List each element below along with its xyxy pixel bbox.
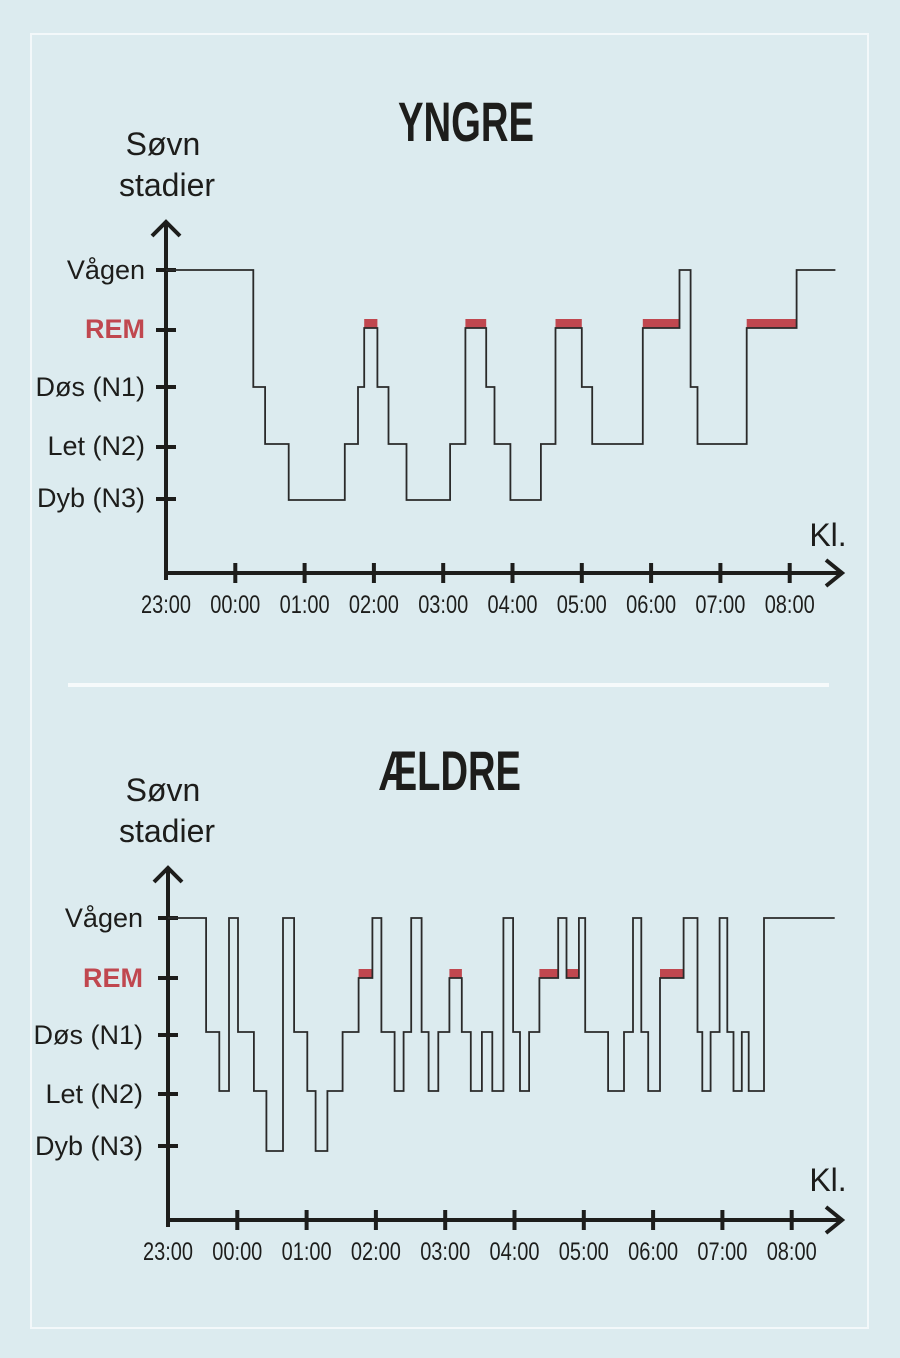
stage-label-n3: Dyb (N3) xyxy=(37,483,145,513)
x-tick-label: 08:00 xyxy=(765,591,815,619)
x-tick-label: 23:00 xyxy=(141,591,191,619)
stage-label-rem: REM xyxy=(83,963,143,993)
stage-label-wake: Vågen xyxy=(65,903,143,933)
x-tick-label: 04:00 xyxy=(488,591,538,619)
x-tick-labels: 23:00 00:00 01:00 02:00 03:00 04:00 05:00 06:00… xyxy=(141,591,815,619)
y-axis-arrow-icon xyxy=(152,865,184,884)
x-tick-label: 01:00 xyxy=(280,591,330,619)
y-axis-arrow-icon xyxy=(150,219,182,238)
chart-title: ÆLDRE xyxy=(379,739,521,802)
axes xyxy=(150,219,846,588)
x-axis-arrow-icon xyxy=(824,558,846,588)
chart-yngre: YNGRE Søvn stadier Kl. Vågen REM Døs (N1… xyxy=(36,90,847,619)
x-axis-label: Kl. xyxy=(809,517,846,553)
rem-bars xyxy=(364,319,797,328)
y-axis-labels: Vågen REM Døs (N1) Let (N2) Dyb (N3) xyxy=(34,903,144,1161)
axes xyxy=(152,865,846,1235)
y-axis-labels: Vågen REM Døs (N1) Let (N2) Dyb (N3) xyxy=(36,255,146,513)
x-tick-label: 03:00 xyxy=(418,591,468,619)
x-tick-label: 04:00 xyxy=(490,1238,540,1266)
x-ticks xyxy=(235,1210,794,1230)
chart-title: YNGRE xyxy=(398,90,534,153)
y-axis-title-line1: Søvn xyxy=(126,126,201,162)
x-tick-label: 00:00 xyxy=(210,591,260,619)
stage-label-n3: Dyb (N3) xyxy=(35,1131,143,1161)
hypnogram-line xyxy=(166,269,836,501)
x-tick-label: 07:00 xyxy=(697,1238,747,1266)
y-axis-title-line1: Søvn xyxy=(126,772,201,808)
x-tick-label: 08:00 xyxy=(767,1238,817,1266)
x-tick-labels: 23:00 00:00 01:00 02:00 03:00 04:00 05:00 06:00… xyxy=(143,1238,817,1266)
rem-bar xyxy=(566,969,579,978)
y-axis-title-line2: stadier xyxy=(119,813,215,849)
x-tick-label: 05:00 xyxy=(557,591,607,619)
hypnogram-line xyxy=(168,917,835,1152)
rem-bar xyxy=(746,319,797,328)
x-axis-arrow-icon xyxy=(824,1205,846,1235)
stage-label-n1: Døs (N1) xyxy=(34,1020,144,1050)
rem-bar xyxy=(364,319,378,328)
x-ticks xyxy=(233,563,792,583)
stage-label-n2: Let (N2) xyxy=(45,1079,143,1109)
stage-label-rem: REM xyxy=(85,314,145,344)
x-tick-label: 06:00 xyxy=(628,1238,678,1266)
rem-bar xyxy=(449,969,462,978)
rem-bar xyxy=(358,969,373,978)
stage-label-wake: Vågen xyxy=(67,255,145,285)
x-tick-label: 01:00 xyxy=(282,1238,332,1266)
stage-label-n1: Døs (N1) xyxy=(36,372,146,402)
rem-bar xyxy=(660,969,684,978)
x-tick-label: 02:00 xyxy=(349,591,399,619)
rem-bar xyxy=(642,319,680,328)
y-axis-title-line2: stadier xyxy=(119,167,215,203)
x-axis-label: Kl. xyxy=(809,1162,846,1198)
figure-frame xyxy=(30,33,869,1329)
stage-label-n2: Let (N2) xyxy=(47,431,145,461)
chart-aeldre: ÆLDRE Søvn stadier Kl. Vågen REM Døs (N1… xyxy=(34,739,847,1266)
x-tick-label: 00:00 xyxy=(212,1238,262,1266)
rem-bars xyxy=(358,969,684,978)
rem-bar xyxy=(539,969,559,978)
x-tick-label: 05:00 xyxy=(559,1238,609,1266)
y-ticks xyxy=(156,268,176,501)
x-tick-label: 23:00 xyxy=(143,1238,193,1266)
x-tick-label: 03:00 xyxy=(420,1238,470,1266)
x-tick-label: 07:00 xyxy=(695,591,745,619)
rem-bar xyxy=(555,319,582,328)
x-tick-label: 02:00 xyxy=(351,1238,401,1266)
rem-bar xyxy=(465,319,487,328)
x-tick-label: 06:00 xyxy=(626,591,676,619)
